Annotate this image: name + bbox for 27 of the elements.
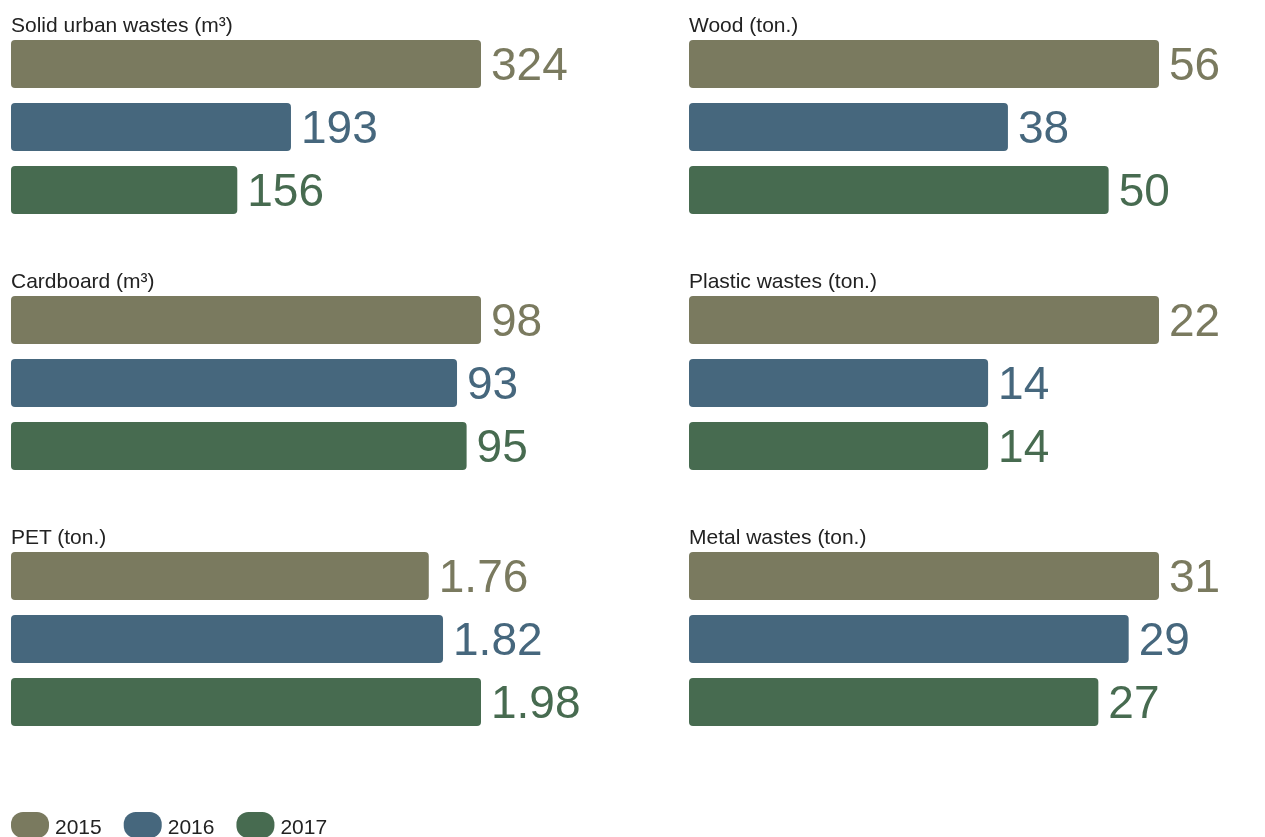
data-label: 324 (491, 38, 568, 90)
data-label: 1.76 (438, 550, 529, 602)
data-label: 27 (1108, 676, 1160, 728)
data-label: 22 (1169, 294, 1221, 346)
chart-title: Metal wastes (ton.) (689, 525, 867, 548)
chart-title: PET (ton.) (11, 525, 107, 548)
chart-title: Plastic wastes (ton.) (689, 269, 877, 292)
data-label: 31 (1169, 550, 1221, 602)
data-label: 56 (1169, 38, 1221, 90)
chart-title: Wood (ton.) (689, 13, 799, 36)
data-label: 14 (998, 420, 1050, 472)
data-label: 50 (1118, 164, 1170, 216)
data-label: 93 (467, 357, 519, 409)
legend-label: 2016 (167, 815, 215, 837)
data-label: 1.82 (453, 613, 543, 665)
data-label: 38 (1017, 101, 1070, 153)
data-label: 1.98 (491, 676, 581, 728)
data-label: 29 (1138, 613, 1190, 665)
data-label: 193 (300, 101, 378, 153)
data-label: 95 (476, 420, 528, 472)
legend-label: 2015 (55, 815, 102, 837)
legend-label: 2017 (280, 815, 328, 837)
chart-title: Solid urban wastes (m³) (11, 13, 233, 36)
data-label: 98 (491, 294, 543, 346)
data-label: 14 (998, 357, 1050, 409)
data-label: 156 (247, 164, 325, 216)
chart-title: Cardboard (m³) (11, 269, 155, 292)
